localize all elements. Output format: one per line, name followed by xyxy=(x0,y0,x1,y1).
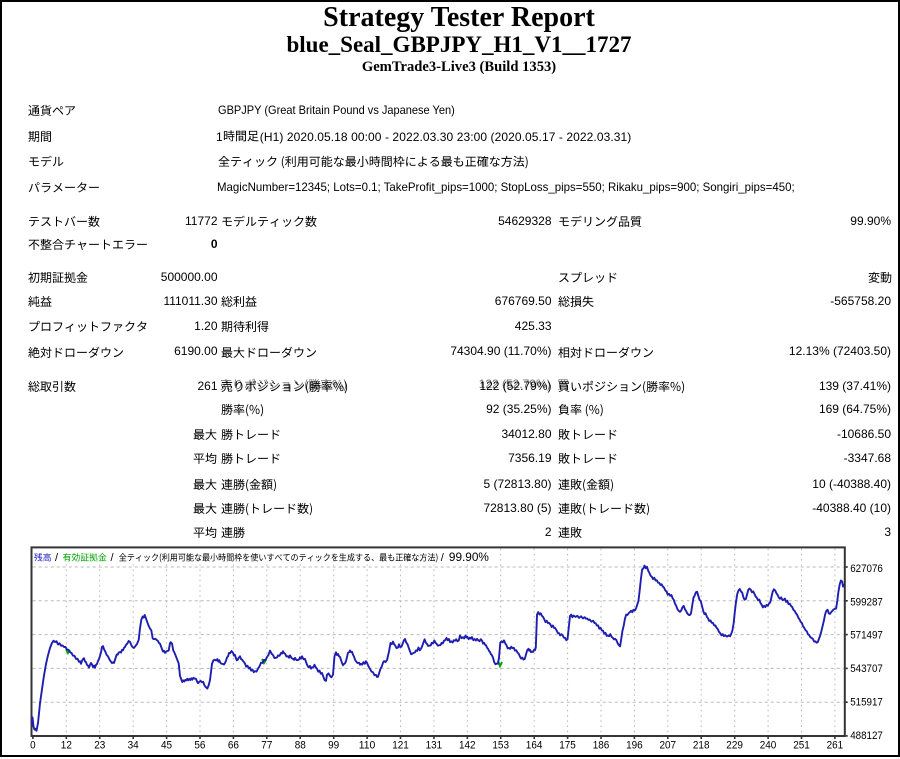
svg-text:/: / xyxy=(441,552,445,564)
svg-text:207: 207 xyxy=(660,739,677,751)
svg-text:/: / xyxy=(55,552,59,564)
svg-text:0: 0 xyxy=(30,739,35,751)
svg-text:543707: 543707 xyxy=(850,663,883,675)
svg-text:56: 56 xyxy=(194,739,205,751)
svg-text:196: 196 xyxy=(626,739,643,751)
svg-text:110: 110 xyxy=(359,739,376,751)
svg-text:153: 153 xyxy=(492,739,509,751)
svg-text:34: 34 xyxy=(128,739,139,751)
svg-text:261: 261 xyxy=(827,739,844,751)
svg-text:77: 77 xyxy=(261,739,272,751)
svg-text:131: 131 xyxy=(426,739,443,751)
svg-text:515917: 515917 xyxy=(850,697,883,709)
svg-text:66: 66 xyxy=(228,739,239,751)
svg-text:218: 218 xyxy=(693,739,710,751)
svg-text:142: 142 xyxy=(459,739,476,751)
svg-text:627076: 627076 xyxy=(850,563,883,575)
svg-text:251: 251 xyxy=(793,739,810,751)
svg-text:99: 99 xyxy=(328,739,339,751)
svg-text:229: 229 xyxy=(726,739,743,751)
svg-text:240: 240 xyxy=(760,739,777,751)
svg-text:488127: 488127 xyxy=(850,730,883,742)
svg-text:45: 45 xyxy=(161,739,172,751)
svg-text:571497: 571497 xyxy=(850,630,883,642)
svg-text:99.90%: 99.90% xyxy=(449,552,489,564)
svg-text:599287: 599287 xyxy=(850,596,883,608)
svg-text:186: 186 xyxy=(593,739,610,751)
svg-text:23: 23 xyxy=(94,739,105,751)
svg-text:164: 164 xyxy=(526,739,543,751)
svg-text:175: 175 xyxy=(559,739,576,751)
svg-text:121: 121 xyxy=(392,739,409,751)
svg-text:/: / xyxy=(111,552,115,564)
svg-text:88: 88 xyxy=(295,739,306,751)
svg-text:12: 12 xyxy=(61,739,72,751)
